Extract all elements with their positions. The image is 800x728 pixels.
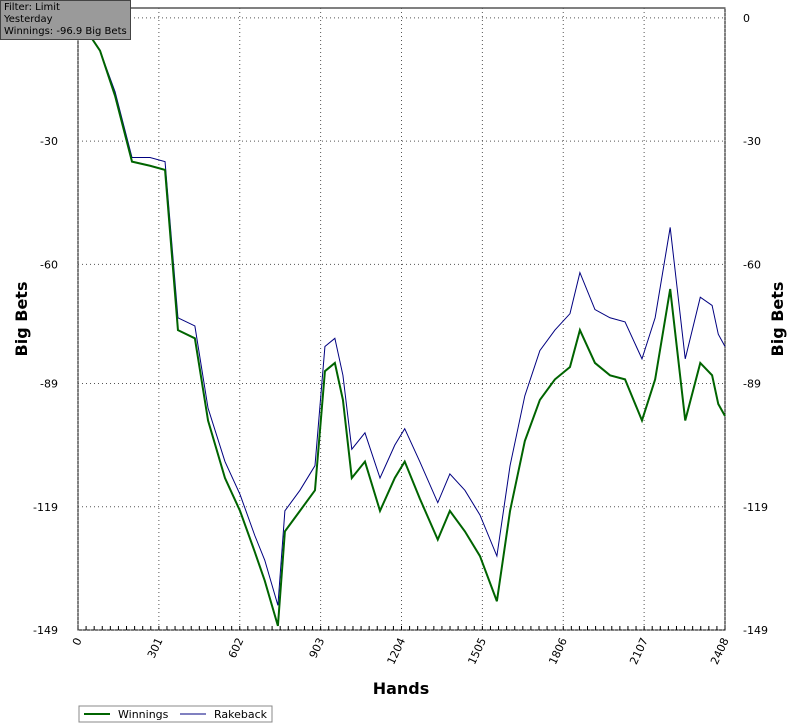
- x-tick-label: 1505: [465, 636, 489, 667]
- x-tick-label: 1204: [385, 636, 409, 667]
- y-tick-label: -89: [40, 378, 58, 391]
- winnings-label: Winnings: -96.9 Big Bets: [4, 26, 127, 37]
- legend-box: [78, 705, 273, 723]
- filter-label: Filter: Limit: [4, 2, 60, 13]
- y2-tick-label: -60: [743, 258, 761, 271]
- x-axis-title: Hands: [373, 679, 430, 698]
- period-label: Yesterday: [4, 14, 53, 25]
- y-tick-label: -149: [33, 624, 58, 637]
- y-tick-label: -60: [40, 258, 58, 271]
- x-tick-label: 0: [70, 636, 85, 648]
- y2-tick-label: -89: [743, 378, 761, 391]
- y-tick-label: -119: [33, 501, 58, 514]
- x-tick-label: 903: [307, 636, 328, 661]
- y-axis-title: Big Bets: [12, 282, 31, 357]
- y2-tick-label: -119: [743, 501, 768, 514]
- series-line: [77, 17, 726, 606]
- series-line: [77, 17, 726, 627]
- x-tick-label: 2408: [708, 636, 732, 667]
- x-tick-label: 2107: [627, 636, 651, 667]
- y2-tick-label: 0: [743, 12, 750, 25]
- legend-label: Rakeback: [214, 708, 268, 721]
- y-tick-label: -30: [40, 135, 58, 148]
- y2-tick-label: -30: [743, 135, 761, 148]
- x-tick-label: 301: [145, 636, 166, 661]
- legend-label: Winnings: [118, 708, 169, 721]
- x-tick-label: 1806: [546, 636, 570, 667]
- y2-tick-label: -149: [743, 624, 768, 637]
- y2-axis-title: Big Bets: [768, 282, 787, 357]
- x-tick-label: 602: [226, 636, 247, 661]
- info-box: Filter: Limit Yesterday Winnings: -96.9 …: [0, 0, 131, 40]
